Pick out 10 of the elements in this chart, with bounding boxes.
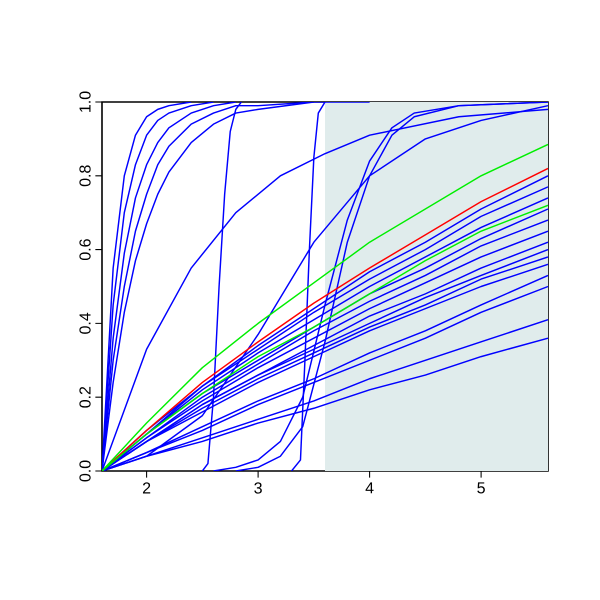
y-tick-label: 0.6 [79,239,91,260]
x-tick-label: 4 [366,482,374,494]
y-tick-label: 0.8 [79,165,91,186]
y-tick-label: 0.2 [79,386,91,408]
x-tick-label: 5 [477,482,485,494]
y-tick-label: 0.4 [79,312,91,334]
x-tick-label: 2 [142,482,150,494]
y-tick-label: 1.0 [79,92,91,112]
y-tick-label: 0.0 [79,460,91,482]
x-tick-label: 3 [254,482,262,494]
